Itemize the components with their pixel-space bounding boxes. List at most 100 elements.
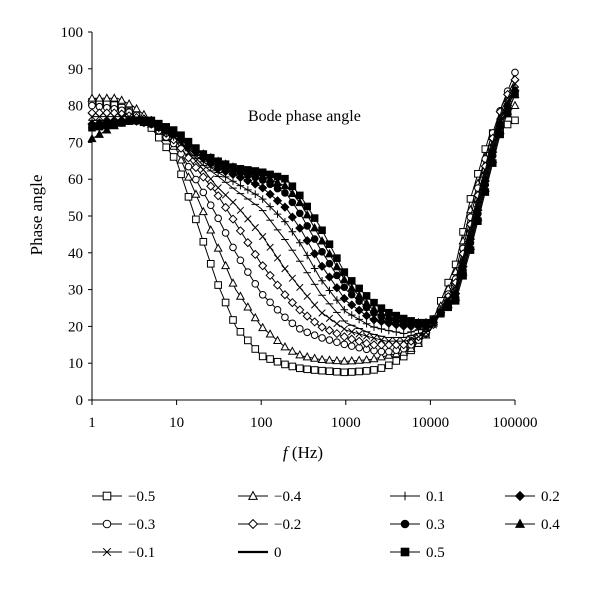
data-point-marker xyxy=(295,350,305,359)
series-group xyxy=(87,68,520,377)
data-point-marker xyxy=(236,328,245,336)
data-point-marker xyxy=(214,184,222,192)
data-point-marker xyxy=(132,116,141,125)
data-point-marker xyxy=(355,367,363,376)
data-point-marker xyxy=(243,176,253,186)
data-point-marker xyxy=(229,243,237,252)
legend-label: 0 xyxy=(274,545,282,561)
data-point-marker xyxy=(281,360,289,369)
data-point-marker xyxy=(103,121,111,130)
data-point-marker xyxy=(295,197,305,207)
y-tick-label: 60 xyxy=(68,172,83,188)
data-point-marker xyxy=(273,254,282,262)
data-point-marker xyxy=(340,368,349,377)
legend-item: 0 xyxy=(238,545,282,561)
y-tick-label: 20 xyxy=(68,319,83,335)
data-point-marker xyxy=(377,364,386,372)
data-point-marker xyxy=(103,112,111,121)
data-point-marker xyxy=(347,283,357,292)
data-point-marker xyxy=(191,189,201,198)
data-point-marker xyxy=(339,274,349,284)
data-point-marker xyxy=(176,155,186,164)
data-point-marker xyxy=(273,305,282,314)
data-point-marker xyxy=(250,312,260,322)
data-point-marker xyxy=(369,353,379,363)
data-point-marker xyxy=(339,356,349,365)
data-point-marker xyxy=(310,331,319,340)
data-point-marker xyxy=(392,357,401,365)
data-point-marker xyxy=(206,259,215,268)
data-point-marker xyxy=(376,352,386,361)
data-point-marker xyxy=(377,325,386,333)
data-point-marker xyxy=(102,491,112,501)
data-point-marker xyxy=(183,153,194,163)
data-point-marker xyxy=(347,290,356,299)
data-point-marker xyxy=(510,100,520,109)
data-point-marker xyxy=(251,190,260,198)
data-point-marker xyxy=(361,311,372,321)
data-point-marker xyxy=(191,162,201,173)
data-point-marker xyxy=(229,198,237,206)
data-point-marker xyxy=(302,209,312,219)
data-point-marker xyxy=(400,491,410,501)
data-point-marker xyxy=(347,311,356,319)
data-point-marker xyxy=(333,296,341,304)
data-point-marker xyxy=(362,298,372,307)
data-point-marker xyxy=(273,357,282,366)
data-point-marker xyxy=(102,547,112,557)
data-point-marker xyxy=(235,291,245,300)
data-point-marker xyxy=(295,364,304,373)
data-point-marker xyxy=(369,315,379,325)
data-point-marker xyxy=(229,316,237,324)
data-point-marker xyxy=(192,144,200,152)
data-point-marker xyxy=(400,547,410,557)
data-point-marker xyxy=(303,328,312,337)
data-point-marker xyxy=(370,298,378,307)
data-point-marker xyxy=(94,129,104,138)
data-point-marker xyxy=(295,223,305,233)
data-point-marker xyxy=(392,337,400,345)
data-point-marker xyxy=(236,165,245,173)
data-point-marker xyxy=(459,271,467,280)
data-point-marker xyxy=(376,340,387,350)
legend-item: −0.3 xyxy=(92,517,155,533)
data-point-marker xyxy=(169,126,178,134)
legend-label: −0.2 xyxy=(274,517,301,533)
data-point-marker xyxy=(295,305,305,315)
data-point-marker xyxy=(511,116,519,125)
data-point-marker xyxy=(258,261,268,271)
data-point-marker xyxy=(310,366,319,374)
data-point-marker xyxy=(333,338,341,347)
data-point-marker xyxy=(247,490,259,500)
data-point-marker xyxy=(102,519,112,529)
data-point-marker xyxy=(444,303,453,312)
data-point-marker xyxy=(503,109,512,118)
data-point-marker xyxy=(303,251,312,260)
data-point-marker xyxy=(429,316,438,324)
data-point-marker xyxy=(154,133,163,142)
data-point-marker xyxy=(287,212,297,222)
data-point-marker xyxy=(273,184,282,193)
data-point-marker xyxy=(503,120,512,129)
data-point-marker xyxy=(332,355,342,365)
data-point-marker xyxy=(125,117,133,125)
data-point-marker xyxy=(422,318,430,327)
data-point-marker xyxy=(206,181,216,191)
data-point-marker xyxy=(280,180,290,190)
data-point-marker xyxy=(303,202,312,211)
data-point-marker xyxy=(183,172,194,181)
data-point-marker xyxy=(236,206,245,215)
data-point-marker xyxy=(296,283,304,292)
data-point-marker xyxy=(213,191,223,201)
x-axis-title: f (Hz) xyxy=(283,443,323,462)
data-point-marker xyxy=(192,175,200,184)
data-point-marker xyxy=(310,249,320,259)
x-tick-label: 10 xyxy=(169,415,184,431)
data-point-marker xyxy=(407,335,415,343)
data-point-marker xyxy=(199,150,208,158)
data-point-marker xyxy=(117,95,127,104)
data-point-marker xyxy=(511,68,519,77)
data-point-marker xyxy=(273,210,282,218)
data-point-marker xyxy=(318,226,326,235)
